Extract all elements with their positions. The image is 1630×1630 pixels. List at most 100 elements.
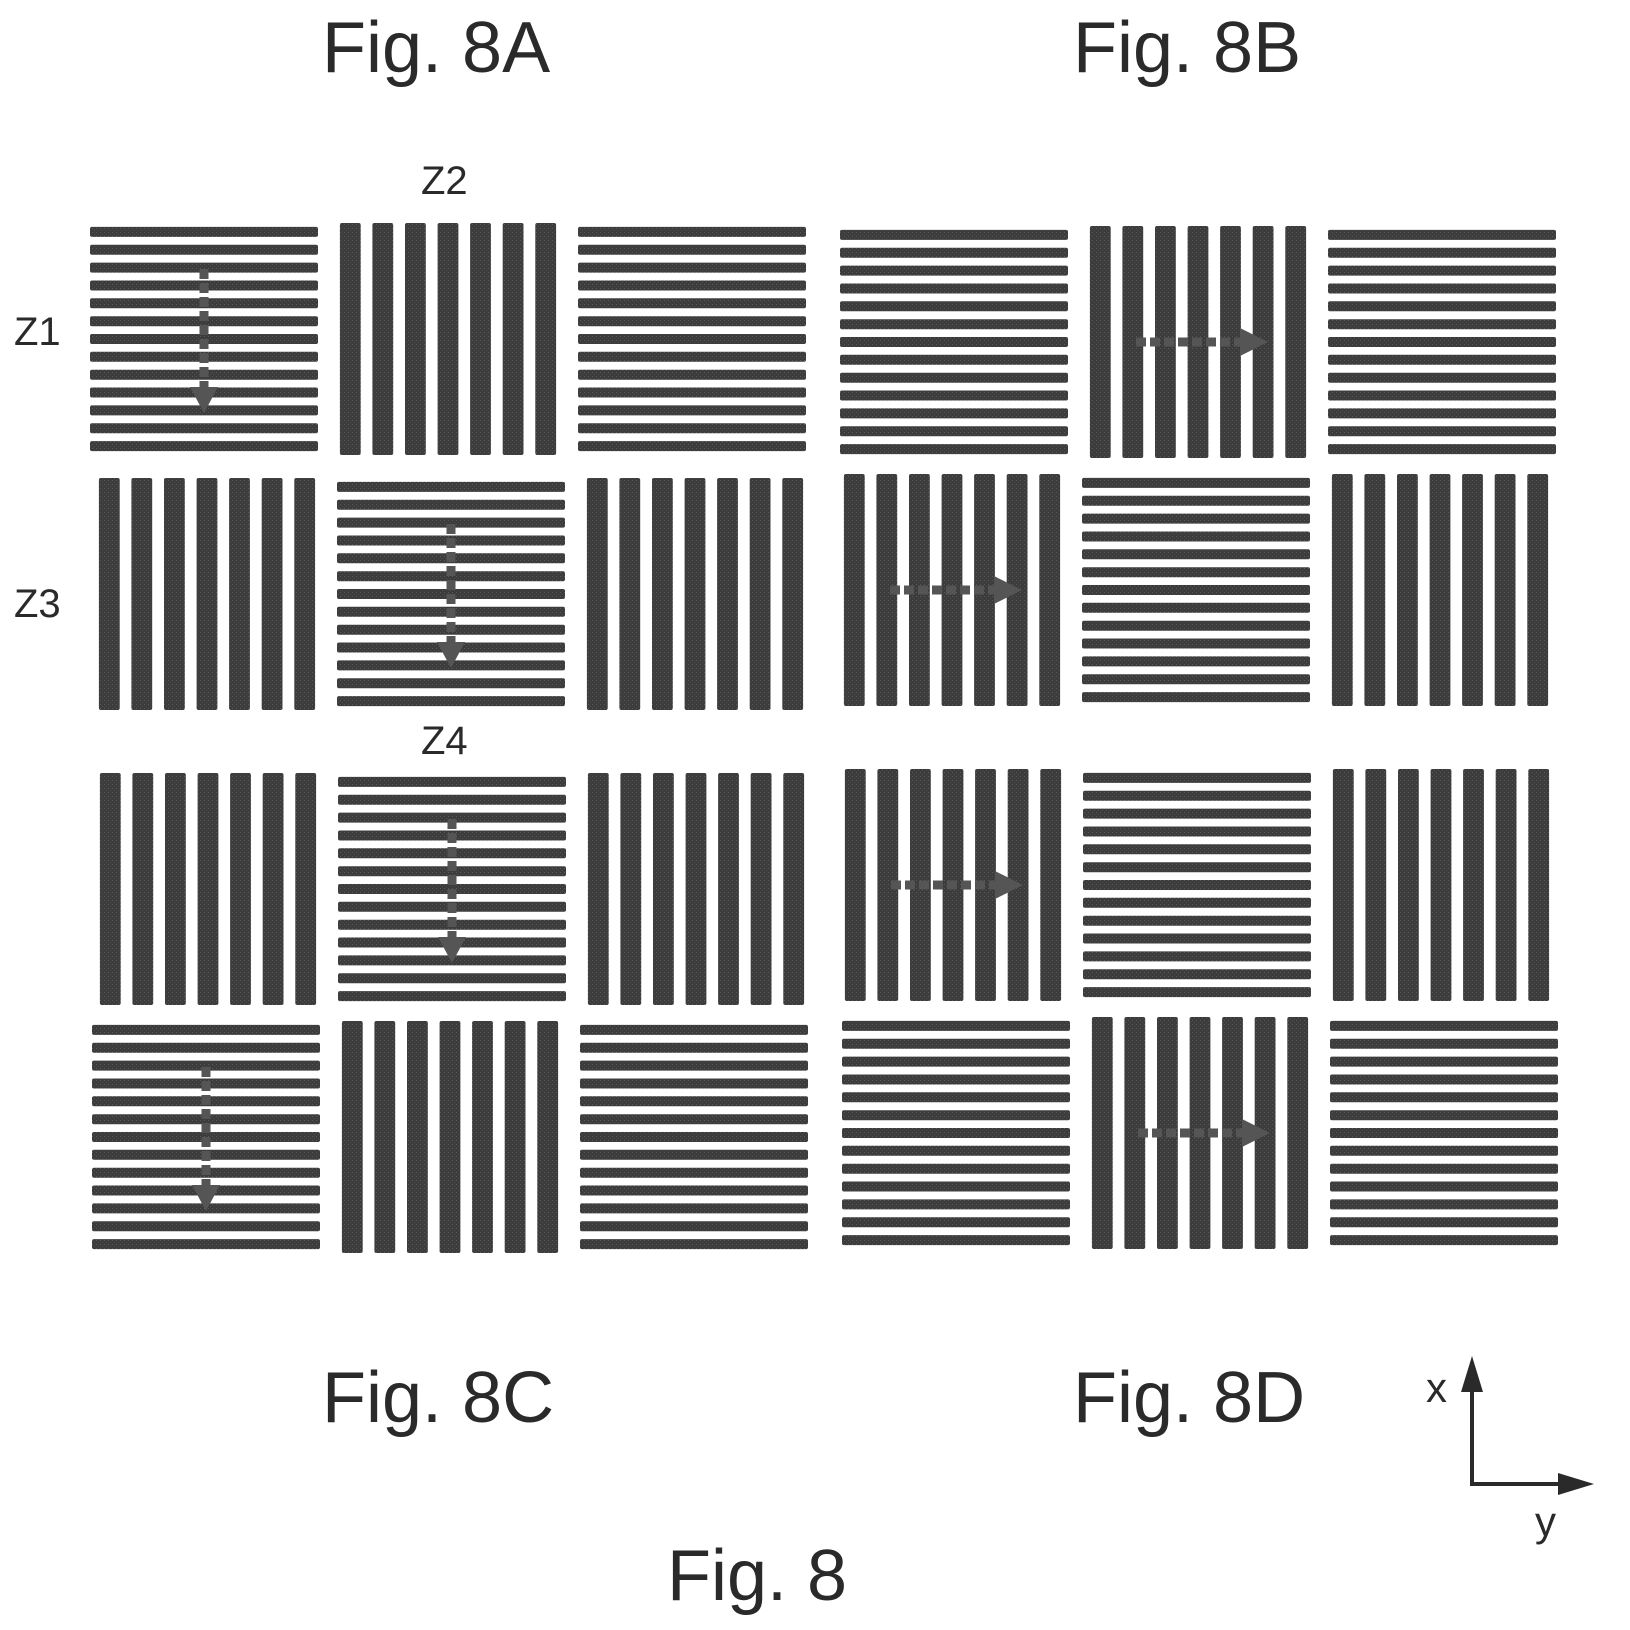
vertical-stripe — [1527, 474, 1548, 706]
horizontal-stripe — [842, 1021, 1070, 1031]
vertical-stripe — [1431, 769, 1452, 1001]
horizontal-stripe — [1082, 603, 1310, 613]
horizontal-stripe — [1328, 248, 1556, 258]
horizontal-stripe — [580, 1203, 808, 1213]
vertical-stripe — [132, 773, 153, 1005]
horizontal-stripe — [840, 426, 1068, 436]
tile-8b-r1-c2-vertical — [1332, 474, 1548, 706]
horizontal-stripe — [337, 500, 565, 510]
horizontal-stripe — [842, 1217, 1070, 1227]
horizontal-stripe — [578, 281, 806, 291]
vertical-stripe — [717, 478, 738, 710]
vertical-stripe — [750, 478, 771, 710]
vertical-stripe — [1397, 474, 1418, 706]
horizontal-stripe — [1082, 639, 1310, 649]
horizontal-stripe — [90, 423, 318, 433]
horizontal-stripe — [1083, 791, 1311, 801]
vertical-stripe — [1333, 769, 1354, 1001]
tile-8a-r0-c2-horizontal — [578, 227, 806, 451]
zone-label-z4: Z4 — [421, 719, 468, 763]
horizontal-stripe — [1328, 444, 1556, 454]
vertical-stripe — [1090, 226, 1111, 458]
vertical-stripe — [405, 223, 426, 455]
horizontal-stripe — [1082, 674, 1310, 684]
axis-label-x: x — [1426, 1364, 1447, 1411]
horizontal-stripe — [578, 263, 806, 273]
vertical-stripe — [472, 1021, 493, 1253]
horizontal-stripe — [90, 227, 318, 237]
vertical-stripe — [782, 478, 803, 710]
horizontal-stripe — [840, 337, 1068, 347]
horizontal-stripe — [1082, 514, 1310, 524]
vertical-stripe — [372, 223, 393, 455]
horizontal-stripe — [1083, 773, 1311, 783]
horizontal-stripe — [840, 266, 1068, 276]
horizontal-stripe — [1083, 987, 1311, 997]
tile-8d-r0-c2-vertical — [1333, 769, 1549, 1001]
horizontal-stripe — [578, 370, 806, 380]
horizontal-stripe — [1330, 1235, 1558, 1245]
vertical-stripe — [470, 223, 491, 455]
tile-8d-r0-c1-horizontal — [1083, 773, 1311, 997]
vertical-stripe — [1332, 474, 1353, 706]
horizontal-stripe — [1082, 496, 1310, 506]
vertical-stripe — [1285, 226, 1306, 458]
horizontal-stripe — [578, 227, 806, 237]
horizontal-stripe — [842, 1146, 1070, 1156]
vertical-stripe — [652, 478, 673, 710]
horizontal-stripe — [1082, 478, 1310, 488]
horizontal-stripe — [580, 1096, 808, 1106]
horizontal-stripe — [1328, 319, 1556, 329]
horizontal-stripe — [337, 678, 565, 688]
horizontal-stripe — [92, 1025, 320, 1035]
horizontal-stripe — [1328, 301, 1556, 311]
horizontal-stripe — [580, 1221, 808, 1231]
horizontal-stripe — [1328, 373, 1556, 383]
horizontal-stripe — [580, 1114, 808, 1124]
vertical-stripe — [537, 1021, 558, 1253]
stripe-tiles — [90, 223, 1558, 1253]
horizontal-stripe — [1328, 355, 1556, 365]
vertical-stripe — [229, 478, 250, 710]
horizontal-stripe — [1082, 692, 1310, 702]
tile-8d-r1-c0-horizontal — [842, 1021, 1070, 1245]
horizontal-stripe — [580, 1043, 808, 1053]
vertical-stripe — [685, 478, 706, 710]
horizontal-stripe — [580, 1079, 808, 1089]
zone-label-z3: Z3 — [14, 582, 61, 626]
vertical-stripe — [1430, 474, 1451, 706]
tile-8d-r1-c2-horizontal — [1330, 1021, 1558, 1245]
horizontal-stripe — [580, 1186, 808, 1196]
vertical-stripe — [1092, 1017, 1113, 1249]
horizontal-stripe — [578, 423, 806, 433]
vertical-stripe — [653, 773, 674, 1005]
tile-8b-r0-c2-horizontal — [1328, 230, 1556, 454]
vertical-stripe — [262, 478, 283, 710]
horizontal-stripe — [840, 284, 1068, 294]
tile-8c-r1-c1-vertical — [342, 1021, 558, 1253]
vertical-stripe — [294, 478, 315, 710]
horizontal-stripe — [338, 795, 566, 805]
vertical-stripe — [295, 773, 316, 1005]
horizontal-stripe — [1082, 621, 1310, 631]
horizontal-stripe — [1082, 656, 1310, 666]
horizontal-stripe — [578, 334, 806, 344]
horizontal-stripe — [1330, 1217, 1558, 1227]
horizontal-stripe — [842, 1128, 1070, 1138]
horizontal-stripe — [1330, 1110, 1558, 1120]
vertical-stripe — [1495, 474, 1516, 706]
horizontal-stripe — [842, 1199, 1070, 1209]
vertical-stripe — [131, 478, 152, 710]
horizontal-stripe — [1083, 934, 1311, 944]
horizontal-stripe — [1083, 827, 1311, 837]
horizontal-stripe — [840, 355, 1068, 365]
horizontal-stripe — [840, 391, 1068, 401]
horizontal-stripe — [1082, 549, 1310, 559]
horizontal-stripe — [578, 352, 806, 362]
vertical-stripe — [1528, 769, 1549, 1001]
horizontal-stripe — [578, 245, 806, 255]
vertical-stripe — [198, 773, 219, 1005]
horizontal-stripe — [1330, 1092, 1558, 1102]
horizontal-stripe — [580, 1061, 808, 1071]
